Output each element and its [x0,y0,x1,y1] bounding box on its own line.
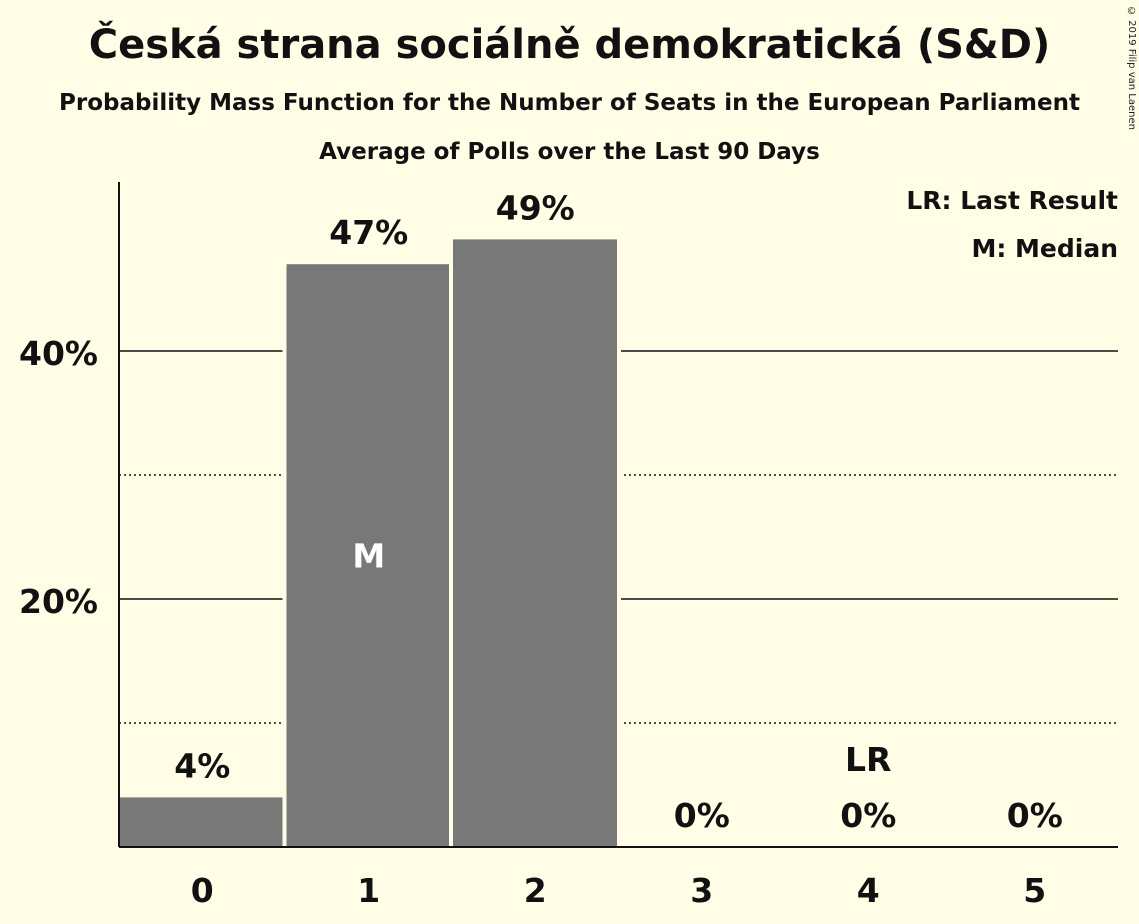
legend-last-result: LR: Last Result [906,186,1118,215]
data-label: 49% [496,188,575,227]
median-marker: M [352,537,385,576]
chart-subtitle-period: Average of Polls over the Last 90 Days [319,139,820,165]
x-tick-label: 5 [1023,871,1046,910]
x-tick-label: 2 [524,871,547,910]
bar-seats-0 [120,797,284,847]
chart-title: Česká strana sociálně demokratická (S&D) [88,22,1051,68]
copyright-notice: © 2019 Filip van Laenen [1126,6,1137,130]
x-tick-label: 1 [357,871,380,910]
x-tick-label: 3 [690,871,713,910]
data-label: 0% [674,796,730,835]
x-tick-label: 4 [857,871,880,910]
data-label: 4% [174,746,230,785]
bar-seats-2 [453,239,617,847]
data-label: 47% [329,213,408,252]
data-label: 0% [1007,796,1063,835]
x-tick-label: 0 [191,871,214,910]
bar-seats-1 [286,264,451,847]
chart-subtitle: Probability Mass Function for the Number… [59,90,1080,116]
legend-median: M: Median [971,234,1118,263]
y-tick-label: 20% [19,582,98,621]
data-label: 0% [840,796,896,835]
last-result-marker: LR [845,740,891,779]
y-tick-label: 40% [19,334,98,373]
